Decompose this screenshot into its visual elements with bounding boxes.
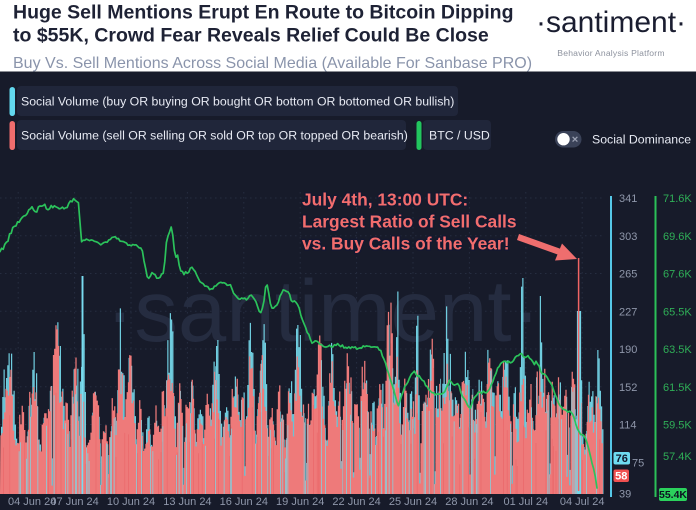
svg-text:Largest Ratio of Sell Calls: Largest Ratio of Sell Calls: [302, 212, 517, 232]
svg-text:04 Jul 24: 04 Jul 24: [560, 496, 605, 508]
svg-text:303: 303: [619, 231, 637, 243]
svg-text:152: 152: [619, 382, 637, 394]
svg-text:58: 58: [615, 471, 627, 483]
svg-text:22 Jun 24: 22 Jun 24: [332, 496, 380, 508]
svg-text:Social Dominance: Social Dominance: [592, 133, 691, 147]
svg-text:19 Jun 24: 19 Jun 24: [276, 496, 324, 508]
svg-text:59.5K: 59.5K: [663, 420, 692, 432]
svg-text:57.4K: 57.4K: [663, 451, 692, 463]
svg-text:13 Jun 24: 13 Jun 24: [163, 496, 211, 508]
svg-text:·santiment·: ·santiment·: [536, 6, 686, 39]
svg-text:39: 39: [619, 489, 631, 501]
svg-text:Buy Vs. Sell Mentions Across S: Buy Vs. Sell Mentions Across Social Medi…: [13, 55, 532, 72]
svg-text:76: 76: [616, 453, 628, 465]
svg-text:Huge Sell Mentions Erupt En Ro: Huge Sell Mentions Erupt En Route to Bit…: [13, 2, 513, 24]
svg-text:114: 114: [619, 420, 637, 432]
svg-text:vs. Buy Calls of the Year!: vs. Buy Calls of the Year!: [302, 234, 509, 254]
svg-text:BTC / USD: BTC / USD: [429, 129, 490, 143]
svg-text:01 Jul 24: 01 Jul 24: [503, 496, 548, 508]
svg-text:61.5K: 61.5K: [663, 382, 692, 394]
svg-text:July 4th, 13:00 UTC:: July 4th, 13:00 UTC:: [302, 190, 468, 210]
svg-text:69.6K: 69.6K: [663, 231, 692, 243]
svg-text:Social Volume (buy OR buying O: Social Volume (buy OR buying OR bought O…: [21, 95, 454, 109]
svg-text:190: 190: [619, 344, 637, 356]
svg-text:Social Volume (sell OR selling: Social Volume (sell OR selling OR sold O…: [21, 129, 408, 143]
svg-text:75: 75: [632, 457, 644, 469]
svg-text:63.5K: 63.5K: [663, 344, 692, 356]
svg-text:341: 341: [619, 193, 637, 205]
svg-text:04 Jun 24: 04 Jun 24: [8, 496, 56, 508]
svg-text:227: 227: [619, 306, 637, 318]
svg-text:07 Jun 24: 07 Jun 24: [50, 496, 98, 508]
svg-text:10 Jun 24: 10 Jun 24: [107, 496, 155, 508]
svg-text:67.6K: 67.6K: [663, 269, 692, 281]
svg-text:to $55K, Crowd Fear Reveals Re: to $55K, Crowd Fear Reveals Relief Could…: [13, 25, 489, 47]
svg-text:265: 265: [619, 269, 637, 281]
svg-text:25 Jun 24: 25 Jun 24: [389, 496, 437, 508]
svg-text:Behavior Analysis Platform: Behavior Analysis Platform: [557, 48, 664, 58]
svg-text:71.6K: 71.6K: [663, 193, 692, 205]
svg-text:65.5K: 65.5K: [663, 306, 692, 318]
svg-text:·santiment·: ·santiment·: [105, 263, 540, 360]
svg-text:55.4K: 55.4K: [659, 489, 687, 501]
svg-text:16 Jun 24: 16 Jun 24: [220, 496, 268, 508]
svg-text:28 Jun 24: 28 Jun 24: [445, 496, 493, 508]
